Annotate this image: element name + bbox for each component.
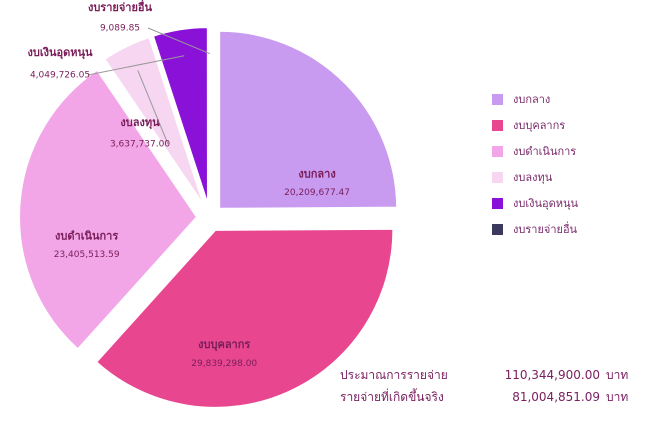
slice-label: งบกลาง	[298, 168, 335, 181]
legend-item: งบรายจ่ายอื่น	[492, 216, 578, 242]
actual-value: 81,004,851.09	[512, 390, 600, 404]
legend-label: งบรายจ่ายอื่น	[513, 223, 578, 236]
callout-line	[137, 70, 169, 145]
actual-unit: บาท	[606, 389, 629, 404]
legend-swatch	[492, 145, 503, 157]
pie-slice	[218, 29, 399, 210]
pie-slice	[151, 26, 209, 206]
pie-slice	[94, 227, 395, 409]
summary-row-budget: ประมาณการรายจ่าย 110,344,900.00 บาท	[340, 364, 628, 386]
legend-item: งบบุคลากร	[492, 112, 578, 138]
legend-item: งบดำเนินการ	[492, 138, 578, 164]
legend-label: งบดำเนินการ	[513, 145, 577, 158]
pie-slice	[102, 35, 206, 207]
slice-value: 20,209,677.47	[284, 188, 350, 198]
legend-label: งบเงินอุดหนุน	[513, 197, 579, 210]
budget-value: 110,344,900.00	[504, 368, 600, 382]
budget-unit: บาท	[606, 367, 629, 382]
legend-label: งบบุคลากร	[513, 119, 566, 132]
legend-item: งบเงินอุดหนุน	[492, 190, 578, 216]
legend-swatch	[492, 223, 503, 235]
legend: งบกลาง งบบุคลากร งบดำเนินการ งบลงทุน งบเ…	[492, 86, 578, 242]
slice-label: งบรายจ่ายอื่น	[88, 0, 153, 14]
callout-line	[147, 27, 211, 55]
pie-slice	[18, 68, 199, 351]
slice-value: 9,089.85	[100, 24, 140, 34]
summary-row-actual: รายจ่ายที่เกิดขึ้นจริง 81,004,851.09 บาท	[340, 386, 628, 408]
slice-label: งบลงทุน	[120, 116, 160, 130]
budget-label: ประมาณการรายจ่าย	[340, 367, 448, 382]
legend-swatch	[492, 93, 503, 105]
slice-value: 29,839,298.00	[191, 359, 257, 369]
slice-label: งบดำเนินการ	[55, 229, 118, 242]
slice-value: 4,049,726.05	[30, 71, 90, 81]
legend-swatch	[492, 119, 503, 131]
slice-value: 3,637,737.00	[110, 140, 170, 150]
slice-value: 23,405,513.59	[54, 250, 120, 260]
legend-item: งบลงทุน	[492, 164, 578, 190]
callout-line	[87, 55, 185, 76]
budget-summary: ประมาณการรายจ่าย 110,344,900.00 บาท รายจ…	[340, 364, 628, 408]
legend-label: งบกลาง	[513, 93, 551, 106]
legend-swatch	[492, 171, 503, 183]
legend-item: งบกลาง	[492, 86, 578, 112]
slice-label: งบเงินอุดหนุน	[27, 46, 93, 60]
actual-label: รายจ่ายที่เกิดขึ้นจริง	[340, 389, 444, 404]
legend-swatch	[492, 197, 503, 209]
slice-label: งบบุคลากร	[198, 338, 250, 352]
legend-label: งบลงทุน	[513, 171, 553, 184]
